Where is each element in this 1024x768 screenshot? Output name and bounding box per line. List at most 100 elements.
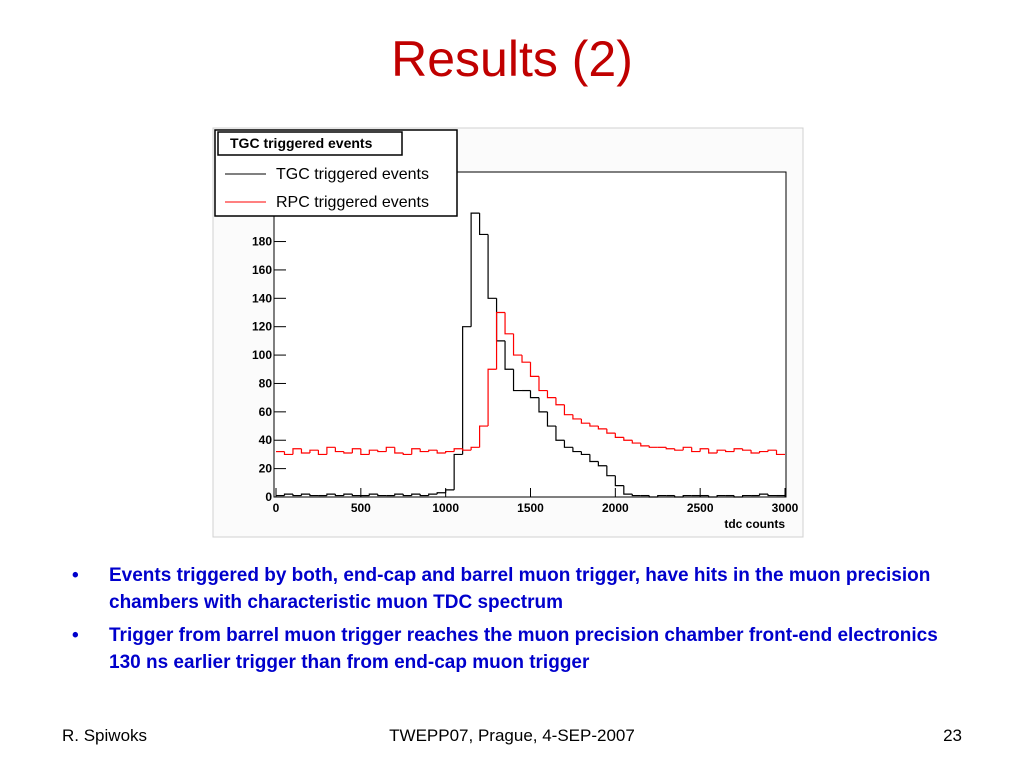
histogram-bin — [716, 494, 726, 497]
histogram-bin — [648, 445, 658, 448]
histogram-bin — [546, 411, 556, 427]
histogram-bin — [504, 312, 514, 335]
histogram-bin — [623, 437, 633, 441]
y-tick-label: 20 — [259, 462, 273, 476]
plot-area: 0 20 40 60 80 100 120 140 160 180 0 500 1000 1500 2000… — [252, 212, 799, 531]
histogram-bin — [436, 492, 446, 495]
y-tick-label: 80 — [259, 376, 273, 390]
histogram-bin — [479, 213, 489, 236]
histogram-bin — [436, 450, 446, 454]
histogram-bin — [597, 461, 607, 467]
legend: TGC triggered events RPC triggered events — [225, 166, 429, 211]
histogram-bin — [402, 494, 412, 497]
histogram-bin — [580, 451, 590, 456]
histogram-bin — [699, 448, 709, 452]
histogram-bin — [377, 450, 387, 453]
histogram-bin — [674, 448, 684, 451]
histogram-bin — [741, 494, 752, 497]
histogram-bin — [682, 446, 692, 451]
histogram-bin — [470, 446, 480, 451]
histogram-bin — [300, 493, 310, 496]
histogram-bin — [767, 449, 777, 452]
histogram-bin — [767, 494, 777, 497]
x-axis-label: tdc counts — [724, 517, 785, 531]
x-tick-label: 2500 — [687, 501, 714, 515]
histogram-bin — [283, 451, 293, 456]
histogram-bin — [343, 451, 353, 454]
histogram-bin — [758, 450, 769, 454]
histogram-bin — [326, 446, 336, 455]
histogram-bin — [614, 433, 624, 438]
histogram-bin — [300, 448, 310, 454]
histogram-bin — [445, 450, 455, 454]
x-tick-label: 3000 — [772, 501, 799, 515]
bullet: Events triggered by both, end-cap and ba… — [72, 562, 952, 616]
histogram-bin — [589, 454, 599, 463]
histogram-bin — [546, 390, 556, 399]
histogram-bin — [419, 494, 429, 497]
histogram-bin — [479, 425, 489, 448]
histogram-bin — [674, 495, 684, 498]
histogram-bin — [462, 448, 472, 451]
histogram-bin — [445, 489, 455, 493]
histogram-bin — [555, 397, 565, 406]
histogram-bin — [606, 465, 616, 477]
x-tick-label: 0 — [273, 501, 280, 515]
histogram-bin — [419, 448, 429, 453]
histogram-bin — [462, 326, 472, 455]
histogram-bin — [682, 494, 692, 497]
y-tick-label: 100 — [252, 348, 272, 362]
histogram-bin — [708, 448, 718, 454]
plot-frame — [273, 171, 787, 498]
histogram-bin — [572, 447, 582, 453]
histogram-bin — [580, 418, 590, 424]
slide-title: Results (2) — [391, 31, 633, 87]
histogram-bin — [589, 423, 599, 427]
bullet-list: Events triggered by both, end-cap and ba… — [72, 562, 952, 682]
histogram-bin — [640, 443, 650, 447]
histogram-bin — [317, 450, 327, 456]
histogram-bin — [741, 448, 752, 451]
histogram-bin — [487, 368, 497, 427]
histogram-bin — [368, 493, 378, 496]
y-tick-label: 60 — [259, 405, 273, 419]
histogram-bin — [283, 493, 293, 496]
histogram-bin — [733, 495, 743, 498]
histogram-bin — [648, 495, 658, 498]
histogram-bin — [368, 449, 378, 455]
y-tick-label: 120 — [252, 320, 272, 334]
histogram-bin — [529, 390, 539, 399]
y-tick-label: 0 — [265, 490, 272, 504]
y-tick-label: 180 — [252, 235, 272, 249]
histogram-bin — [512, 369, 523, 392]
histogram-bin — [385, 446, 395, 452]
histogram-bin — [538, 397, 548, 413]
histogram-bin — [428, 449, 438, 452]
histogram-bin — [394, 447, 404, 454]
histogram-bin — [504, 340, 514, 370]
bullet: Trigger from barrel muon trigger reaches… — [72, 622, 952, 676]
histogram-bin — [495, 311, 506, 370]
histogram-bin — [521, 355, 531, 363]
histogram-bin — [309, 494, 319, 497]
histogram-bin — [309, 449, 319, 454]
histogram-bin — [292, 448, 302, 455]
histogram-bin — [334, 447, 344, 453]
histogram-bin — [708, 495, 718, 498]
histogram-bin — [691, 447, 701, 453]
legend-title-box — [217, 131, 403, 156]
footer-page: 23 — [943, 726, 962, 745]
legend-label: RPC triggered events — [276, 194, 429, 211]
y-tick-label: 160 — [252, 263, 272, 277]
histogram-bin — [470, 212, 480, 327]
histogram-bin — [512, 333, 523, 356]
histogram-bin — [351, 494, 361, 497]
histogram-bin — [394, 493, 404, 496]
histogram-bin — [716, 449, 726, 454]
histogram-bin — [733, 448, 743, 452]
histogram-bin — [563, 404, 573, 416]
histogram-bin — [428, 493, 438, 496]
histogram-bin — [631, 440, 641, 444]
